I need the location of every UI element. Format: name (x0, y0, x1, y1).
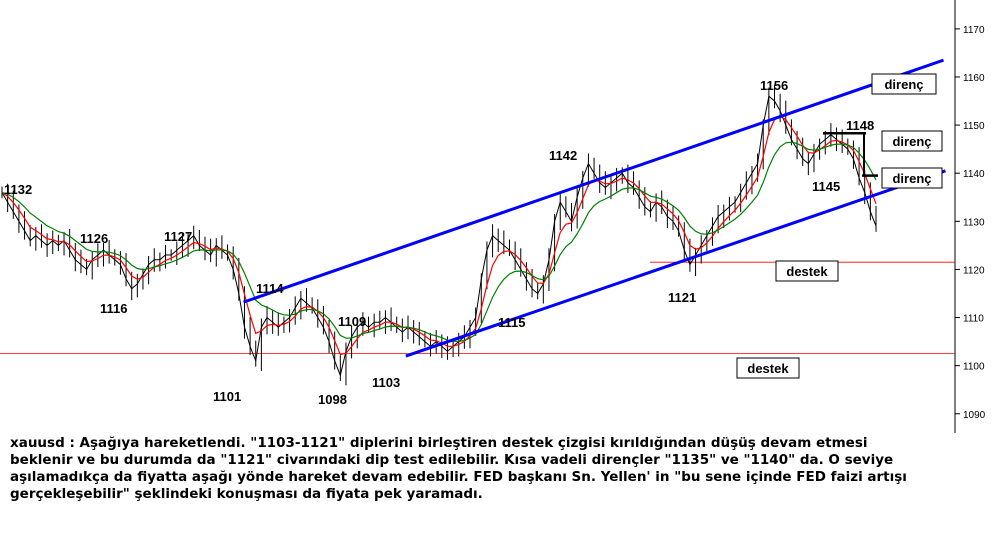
price-label: 1101 (213, 389, 241, 404)
resistance-1-label: direnç (884, 77, 923, 92)
price-label: 1126 (80, 231, 108, 246)
y-tick-label: 1130 (963, 217, 985, 228)
price-label: 1116 (100, 301, 128, 316)
support-2-label: destek (747, 361, 789, 376)
y-tick-label: 1140 (963, 169, 985, 180)
resistance-1-box (871, 73, 937, 95)
price-label: 1148 (846, 118, 874, 133)
upper-channel-line (243, 58, 945, 304)
fast-moving-average-line (1, 115, 877, 356)
commentary-line-2: beklenir ve bu durumda da "1121" civarın… (10, 452, 894, 468)
support-1-label: destek (786, 264, 828, 279)
y-tick-label: 1110 (963, 314, 984, 325)
price-label: 1121 (668, 290, 696, 305)
slow-moving-average-line (1, 141, 877, 343)
y-tick-label: 1120 (963, 265, 985, 276)
resistance-2-box (881, 130, 943, 152)
support-1-box (775, 260, 839, 282)
price-label: 1109 (338, 314, 366, 329)
lower-channel-line (405, 169, 946, 358)
price-label: 1114 (256, 281, 284, 296)
y-tick-label: 1160 (963, 73, 985, 84)
commentary-line-1: xauusd : Aşağıya hareketlendi. "1103-112… (10, 435, 868, 451)
price-label: 1142 (549, 148, 577, 163)
resistance-3-box (881, 167, 943, 189)
y-tick-label: 1170 (963, 25, 985, 36)
y-tick-label: 1150 (963, 121, 985, 132)
resistance-3-label: direnç (892, 171, 931, 186)
support-2-box (736, 357, 800, 379)
commentary-text: xauusd : Aşağıya hareketlendi. "1103-112… (10, 435, 960, 503)
commentary-line-4: gerçekleşebilir" şeklindeki konuşması da… (10, 486, 483, 502)
price-label: 1132 (4, 182, 32, 197)
resistance-2-label: direnç (892, 134, 931, 149)
price-label: 1098 (318, 392, 347, 407)
commentary-line-3: aşılamadıkça da fiyatta aşağı yönde hare… (10, 469, 907, 485)
price-label: 1127 (164, 229, 192, 244)
y-tick-label: 1090 (963, 410, 986, 421)
price-label: 1156 (760, 78, 788, 93)
price-label: 1145 (812, 179, 840, 194)
price-label: 1115 (498, 315, 526, 330)
price-label: 1103 (372, 375, 400, 390)
y-tick-label: 1100 (963, 362, 985, 373)
